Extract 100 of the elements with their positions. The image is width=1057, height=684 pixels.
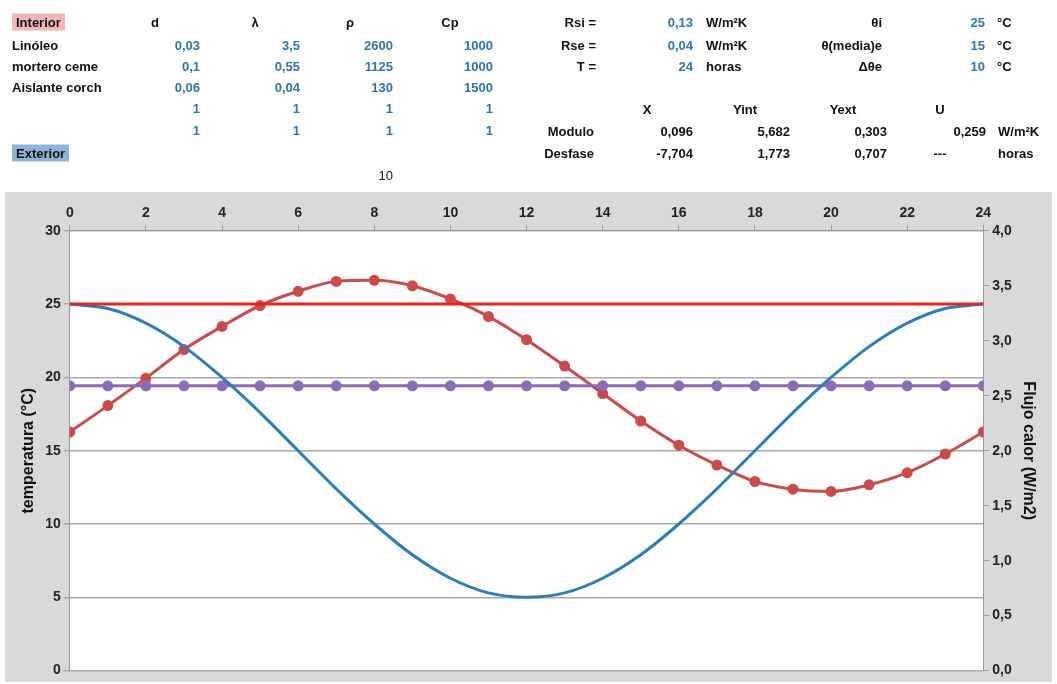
- y2-axis-title: Flujo calor (W/m2): [1020, 381, 1038, 521]
- text: Exterior: [12, 144, 70, 162]
- point: [825, 485, 837, 497]
- text: W/m²K: [998, 123, 1040, 139]
- point: [635, 415, 647, 427]
- point: [597, 380, 609, 392]
- x-tick-label: 8: [370, 204, 379, 221]
- x-tick-label: 22: [899, 204, 916, 221]
- point: [521, 334, 533, 346]
- text: X: [642, 101, 652, 117]
- text: 1,773: [757, 145, 790, 161]
- x-tick-label: 14: [594, 204, 611, 221]
- text: horas: [998, 145, 1034, 161]
- text: θ(media)e: [821, 37, 882, 53]
- text: θi: [871, 14, 882, 30]
- point: [406, 380, 418, 392]
- text: 1: [385, 100, 393, 116]
- text: Linóleo: [12, 37, 59, 53]
- text: 1125: [364, 58, 393, 74]
- text: 24: [678, 58, 693, 74]
- point: [711, 459, 723, 471]
- text: 1: [485, 122, 493, 138]
- text: 1: [385, 122, 393, 138]
- text: -7,704: [656, 145, 693, 161]
- text: Yext: [829, 101, 857, 117]
- y2-tick-label: 0,5: [992, 606, 1013, 623]
- text: 0,707: [854, 145, 887, 161]
- x-tick-label: 12: [518, 204, 535, 221]
- text: Cp: [441, 14, 459, 30]
- text: 1000: [464, 37, 493, 53]
- text: 1: [192, 100, 200, 116]
- text: 1: [192, 122, 200, 138]
- y2-tick-label: 2,0: [992, 441, 1013, 458]
- point: [444, 380, 456, 392]
- point: [749, 475, 761, 487]
- y-tick-label: 25: [45, 294, 61, 311]
- text: Interior: [12, 13, 65, 31]
- point: [140, 380, 152, 392]
- text: Aislante corch: [12, 79, 102, 95]
- point: [673, 439, 685, 451]
- point: [673, 380, 685, 392]
- point: [406, 280, 418, 292]
- y-tick-label: 30: [45, 221, 61, 238]
- text: Rse =: [560, 37, 596, 53]
- y2-tick-label: 2,5: [992, 386, 1013, 403]
- text: 0,06: [174, 79, 200, 95]
- point: [901, 380, 913, 392]
- text: Yint: [732, 101, 758, 117]
- text: 1: [292, 100, 300, 116]
- text: 0,303: [854, 123, 887, 139]
- point: [939, 380, 951, 392]
- point: [559, 360, 571, 372]
- point: [330, 380, 342, 392]
- y2-tick-label: 3,0: [992, 331, 1013, 348]
- text: 1500: [464, 79, 493, 95]
- text: 0,04: [274, 79, 300, 95]
- y-tick-label: 10: [45, 514, 61, 531]
- text: °C: [997, 58, 1012, 74]
- text: 0,1: [181, 58, 200, 74]
- point: [330, 275, 342, 287]
- text: mortero ceme: [12, 58, 98, 74]
- y-tick-label: 5: [52, 588, 61, 605]
- point: [711, 380, 723, 392]
- text: W/m²K: [706, 14, 748, 30]
- text: 0,03: [174, 37, 200, 53]
- point: [939, 448, 951, 460]
- y-axis-title: temperatura (°C): [19, 387, 37, 514]
- text: 5,682: [757, 123, 790, 139]
- x-tick-label: 18: [747, 204, 763, 221]
- text: 0,55: [274, 58, 300, 74]
- point: [521, 380, 533, 392]
- point: [482, 380, 494, 392]
- x-tick-label: 20: [823, 204, 840, 221]
- point: [901, 467, 913, 479]
- text: 0,04: [667, 37, 693, 53]
- text: Δθe: [858, 58, 882, 74]
- x-tick-label: 10: [442, 204, 459, 221]
- point: [749, 380, 761, 392]
- point: [787, 483, 799, 495]
- text: horas: [706, 58, 742, 74]
- point: [216, 320, 228, 332]
- text: λ: [251, 14, 259, 30]
- text: 25: [970, 14, 985, 30]
- y2-tick-label: 1,0: [992, 551, 1013, 568]
- point: [216, 380, 228, 392]
- x-tick-label: 2: [142, 204, 150, 221]
- text: 10: [378, 167, 393, 183]
- text: 1: [485, 100, 493, 116]
- text: W/m²K: [706, 37, 748, 53]
- point: [254, 380, 266, 392]
- text: °C: [997, 14, 1012, 30]
- y-tick-label: 20: [45, 368, 61, 385]
- point: [368, 380, 380, 392]
- point: [368, 274, 380, 286]
- x-tick-label: 6: [294, 204, 303, 221]
- point: [178, 380, 190, 392]
- text: 10: [970, 58, 985, 74]
- text: 2600: [364, 37, 393, 53]
- x-tick-label: 24: [975, 204, 992, 221]
- y2-tick-label: 0,0: [992, 661, 1013, 678]
